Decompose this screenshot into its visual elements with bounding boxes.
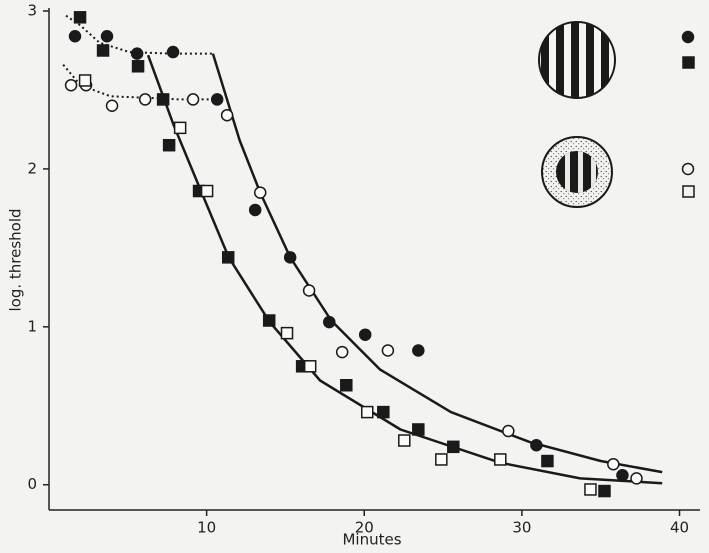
point bbox=[323, 315, 336, 329]
point bbox=[541, 454, 554, 468]
point bbox=[502, 424, 515, 438]
y-tick-label: 3 bbox=[27, 2, 37, 20]
point bbox=[210, 93, 224, 106]
point bbox=[68, 30, 82, 43]
point bbox=[73, 11, 87, 24]
point bbox=[358, 328, 372, 341]
point bbox=[377, 405, 390, 419]
point bbox=[530, 439, 543, 452]
point bbox=[335, 345, 349, 359]
point bbox=[200, 184, 214, 198]
x-tick-label: 20 bbox=[355, 519, 374, 537]
point bbox=[412, 423, 425, 436]
point bbox=[398, 434, 411, 447]
x-axis-label: Minutes bbox=[342, 531, 401, 549]
point bbox=[64, 78, 78, 92]
point bbox=[248, 203, 262, 217]
point bbox=[630, 472, 643, 485]
point bbox=[166, 45, 180, 59]
point bbox=[283, 251, 297, 264]
y-tick-label: 0 bbox=[27, 475, 37, 493]
point bbox=[607, 457, 620, 471]
legend-marker bbox=[682, 185, 695, 198]
point bbox=[262, 314, 276, 327]
point bbox=[78, 74, 92, 87]
point bbox=[105, 99, 119, 112]
point bbox=[494, 453, 507, 466]
legend-marker bbox=[682, 56, 695, 69]
legend-markers bbox=[681, 30, 695, 198]
point bbox=[412, 344, 425, 357]
point bbox=[131, 60, 145, 73]
point bbox=[616, 469, 629, 482]
point bbox=[100, 30, 114, 43]
point bbox=[253, 186, 267, 199]
point bbox=[221, 251, 235, 264]
point bbox=[138, 93, 152, 106]
point bbox=[584, 483, 597, 496]
point bbox=[162, 138, 176, 152]
point bbox=[280, 326, 294, 340]
y-tick-label: 1 bbox=[27, 317, 37, 335]
point bbox=[598, 484, 611, 498]
fit-curve bbox=[211, 53, 663, 474]
point bbox=[96, 44, 110, 57]
point bbox=[302, 284, 316, 297]
point bbox=[381, 344, 395, 357]
point bbox=[303, 360, 317, 373]
point bbox=[130, 47, 144, 60]
legend-stimulus bbox=[541, 136, 613, 208]
point bbox=[173, 121, 187, 135]
point bbox=[360, 405, 374, 419]
y-axis-label: log. threshold bbox=[7, 208, 25, 311]
legend-stimulus bbox=[538, 21, 616, 99]
point bbox=[340, 379, 353, 392]
x-tick-label: 10 bbox=[197, 519, 216, 537]
x-tick-label: 40 bbox=[670, 519, 689, 537]
y-tick-label: 2 bbox=[27, 159, 37, 177]
point bbox=[156, 93, 170, 106]
x-tick-label: 30 bbox=[512, 519, 531, 537]
point bbox=[186, 93, 200, 106]
point bbox=[447, 440, 460, 454]
point bbox=[435, 453, 448, 466]
legend-marker bbox=[681, 162, 695, 176]
legend-marker bbox=[681, 30, 695, 44]
fit-curve bbox=[146, 54, 663, 485]
point bbox=[220, 108, 234, 122]
